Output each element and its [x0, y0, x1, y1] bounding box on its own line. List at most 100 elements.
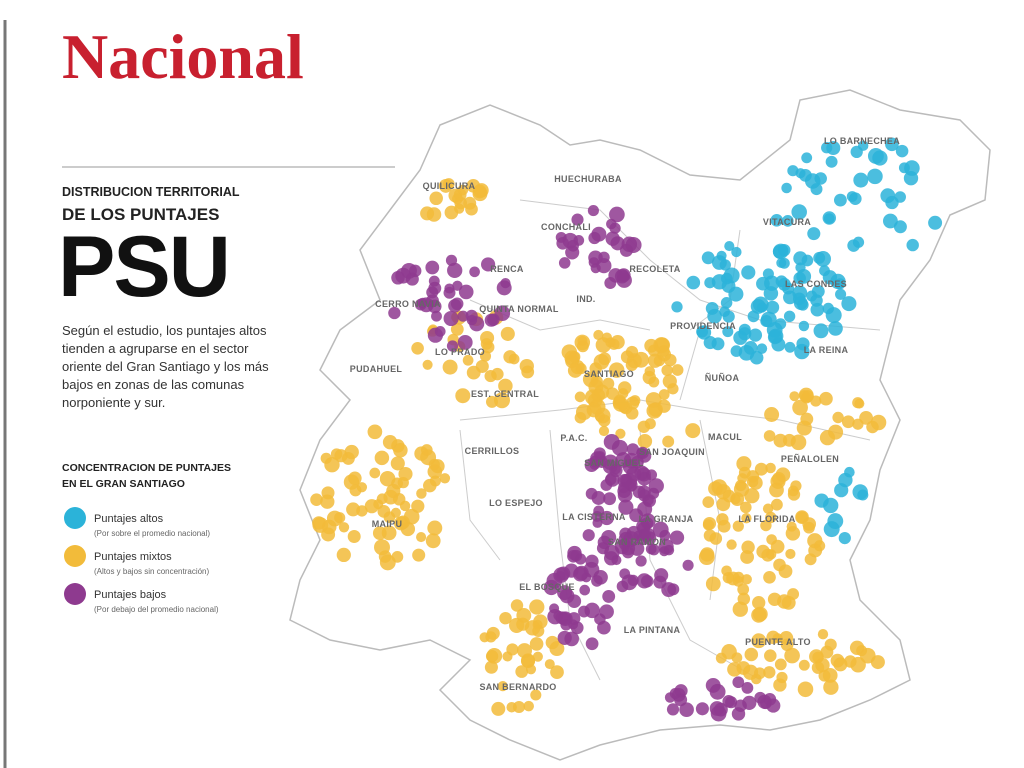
dot	[770, 213, 784, 227]
dot	[438, 178, 453, 193]
commune-label: RECOLETA	[629, 264, 680, 274]
dot	[732, 520, 744, 532]
dot	[807, 227, 821, 241]
dot	[808, 543, 823, 558]
dot	[686, 275, 701, 290]
dot	[484, 370, 497, 383]
dot	[530, 689, 542, 701]
dot	[367, 424, 383, 440]
dot	[635, 555, 647, 567]
dot	[766, 698, 781, 713]
dot	[789, 391, 800, 402]
dot	[567, 363, 583, 378]
dot	[594, 384, 610, 400]
dot	[822, 211, 837, 225]
dot	[564, 631, 580, 647]
legend-swatch	[64, 545, 86, 567]
commune-label: PROVIDENCIA	[670, 321, 736, 331]
dot	[349, 484, 362, 497]
kicker: DE LOS PUNTAJES	[62, 205, 219, 224]
dot	[775, 275, 788, 288]
map-outline	[289, 89, 991, 761]
dot	[626, 525, 642, 541]
dot	[882, 213, 898, 229]
dot	[376, 493, 388, 505]
dot	[603, 492, 617, 506]
dot	[671, 301, 683, 313]
dot	[479, 632, 490, 643]
dot	[510, 599, 524, 612]
dot	[446, 340, 459, 352]
dot	[599, 510, 614, 526]
dot	[732, 676, 745, 689]
dot	[603, 433, 620, 450]
dot	[797, 299, 809, 311]
legend-label: Puntajes altos	[94, 513, 164, 525]
map: QUILICURA HUECHURABA CONCHALI RENCA RECOLETA…	[289, 89, 991, 761]
dot	[726, 571, 741, 586]
dot	[704, 277, 716, 289]
dot	[612, 396, 626, 410]
dot	[427, 520, 443, 536]
dot	[519, 358, 534, 374]
dot	[550, 665, 564, 679]
commune-label: LA FLORIDA	[738, 514, 795, 524]
description: Según el estudio, los puntajes altos tie…	[62, 323, 269, 410]
dot	[854, 398, 865, 409]
dot	[603, 551, 619, 566]
dot	[777, 244, 789, 255]
legend: Puntajes altos (Por sobre el promedio nac…	[64, 507, 219, 614]
dot	[776, 257, 787, 268]
dot	[767, 592, 782, 607]
dot	[828, 424, 844, 440]
commune-label: SAN JOAQUIN	[639, 447, 705, 457]
dot	[469, 266, 480, 278]
dot	[512, 700, 526, 714]
commune-label: SAN RAMON	[608, 537, 666, 547]
dot	[741, 574, 752, 585]
dot	[736, 661, 751, 675]
dot	[701, 251, 715, 265]
commune-label: LAS CONDES	[785, 279, 847, 289]
dot	[679, 702, 694, 718]
dot	[751, 633, 767, 649]
dot	[800, 412, 814, 426]
dot	[545, 635, 559, 650]
dot	[598, 414, 611, 427]
commune-label: EL BOSQUE	[519, 582, 575, 592]
dot	[485, 395, 499, 408]
dot	[617, 388, 629, 399]
dot	[765, 300, 780, 315]
dot	[756, 276, 770, 291]
dot	[484, 660, 498, 674]
dot	[707, 308, 722, 324]
commune-label: LO ESPEJO	[489, 498, 543, 508]
dot	[403, 508, 420, 525]
commune-label: HUECHURABA	[554, 174, 622, 184]
dot	[523, 700, 534, 712]
commune-label: SANTIAGO	[584, 369, 634, 379]
dot	[893, 220, 907, 234]
dot	[852, 484, 868, 500]
dot	[364, 499, 379, 514]
dot	[740, 550, 755, 564]
dot	[544, 659, 555, 670]
dot	[741, 681, 754, 694]
dot	[662, 435, 675, 448]
dot	[830, 653, 845, 668]
dot	[787, 485, 799, 497]
commune-label: LA REINA	[804, 345, 849, 355]
dot	[434, 326, 446, 337]
dot	[320, 452, 332, 464]
dot	[810, 302, 825, 317]
dot	[731, 652, 743, 664]
dot	[508, 353, 520, 365]
dot	[321, 527, 336, 542]
commune-label: LO PRADO	[435, 347, 485, 357]
dot	[760, 311, 777, 328]
dot	[756, 343, 768, 354]
dot	[801, 152, 813, 164]
dot	[344, 444, 359, 460]
dot	[494, 392, 510, 409]
dot	[810, 183, 823, 196]
